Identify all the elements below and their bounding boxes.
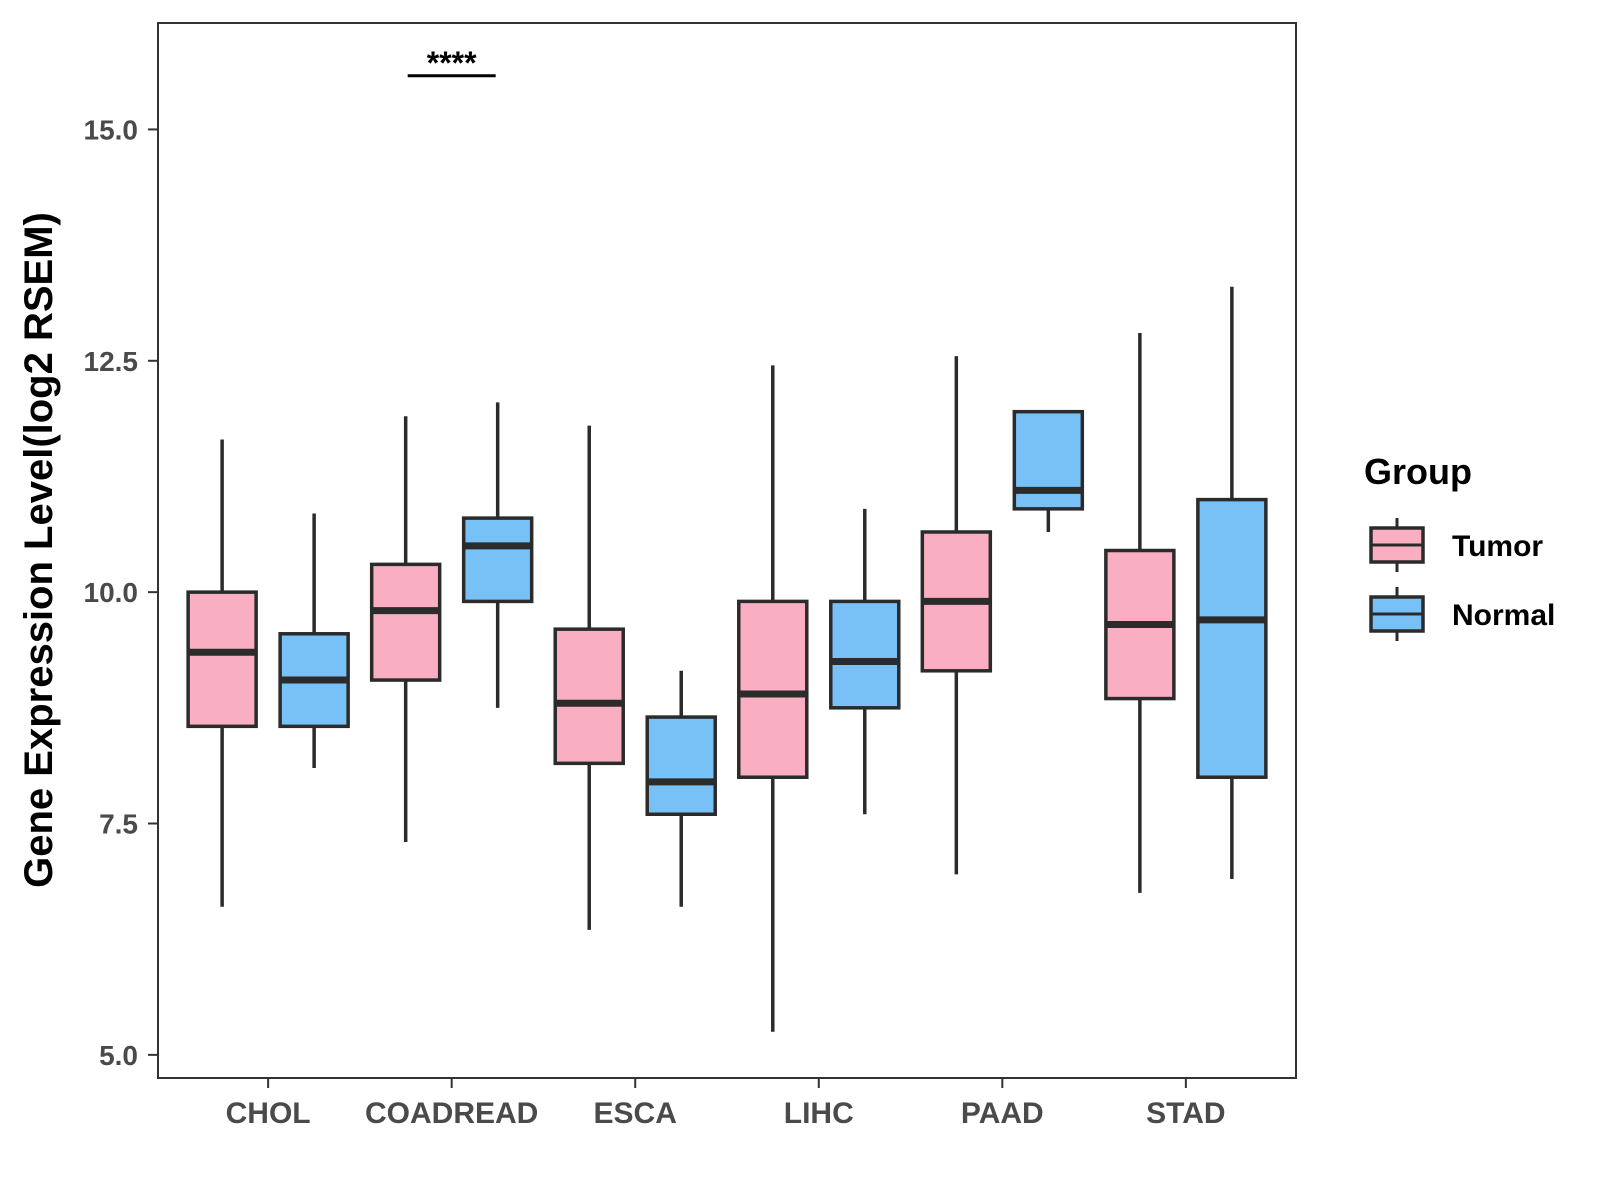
box-tumor-chol [186, 439, 258, 907]
y-tick-label: 12.5 [84, 346, 139, 377]
x-tick-label: LIHC [784, 1097, 854, 1130]
y-tick-label: 10.0 [84, 577, 139, 608]
y-axis-title: Gene Expression Level(log2 RSEM) [17, 212, 61, 888]
y-axis: 5.0 7.5 10.0 12.5 15.0 [84, 114, 158, 1071]
box [1196, 497, 1268, 779]
legend-label: Tumor [1452, 530, 1543, 563]
box [645, 715, 717, 816]
box-tumor-paad [920, 356, 993, 875]
x-tick-label: ESCA [594, 1097, 677, 1130]
box-normal-chol [278, 513, 350, 768]
legend-entry-tumor: Tumor [1369, 518, 1543, 572]
box-normal-esca [645, 670, 717, 907]
box-normal-paad [1012, 409, 1085, 532]
box-tumor-coadread [369, 416, 442, 843]
box [186, 590, 258, 729]
box [829, 599, 901, 710]
x-tick-label: STAD [1146, 1097, 1225, 1130]
plot-marks: **** [186, 45, 1268, 1032]
box [1012, 409, 1085, 511]
box-tumor-stad [1104, 333, 1176, 893]
box [461, 516, 534, 604]
y-tick-label: 15.0 [84, 114, 139, 145]
legend-label: Normal [1452, 599, 1555, 632]
x-axis: CHOL COADREAD ESCA LIHC PAAD STAD [226, 1078, 1226, 1130]
x-tick-label: PAAD [961, 1097, 1044, 1130]
x-tick-label: COADREAD [365, 1097, 538, 1130]
box [737, 599, 809, 779]
significance-annotation: **** [407, 45, 496, 81]
legend-entry-normal: Normal [1369, 587, 1555, 641]
box-tumor-esca [553, 425, 625, 930]
box [369, 562, 442, 682]
x-tick-label: CHOL [226, 1097, 311, 1130]
box [553, 627, 625, 766]
y-tick-label: 7.5 [99, 809, 138, 840]
box-normal-coadread [461, 402, 534, 708]
y-tick-label: 5.0 [99, 1040, 138, 1071]
box-normal-lihc [829, 508, 901, 815]
plot-border [157, 22, 1297, 1079]
box-normal-stad [1196, 286, 1268, 880]
box-tumor-lihc [737, 365, 809, 1032]
legend: Group Tumor Normal [1364, 451, 1555, 641]
significance-label: **** [427, 45, 477, 81]
legend-title: Group [1364, 451, 1472, 492]
